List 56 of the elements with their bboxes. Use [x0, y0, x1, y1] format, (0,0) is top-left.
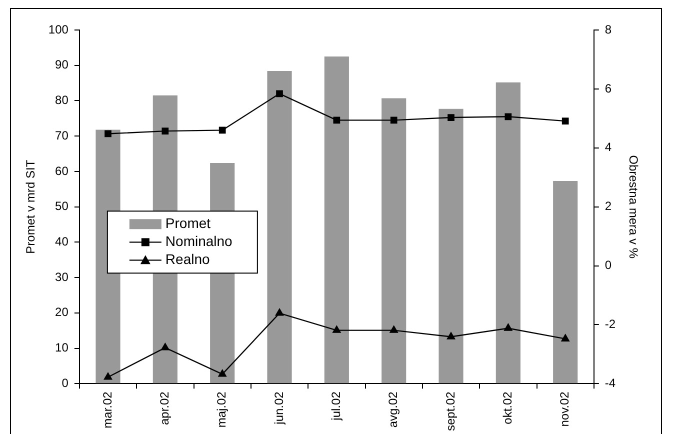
point: [446, 332, 456, 340]
bar: [496, 82, 520, 384]
bar: [267, 71, 292, 384]
point: [448, 114, 454, 121]
point: [161, 343, 170, 350]
y-tick-label: 80: [55, 93, 69, 108]
y2-tick-label: -2: [604, 317, 616, 332]
point: [218, 370, 226, 377]
bar: [438, 108, 464, 384]
y2-tick-label: 6: [604, 81, 612, 96]
point: [504, 113, 512, 120]
x-tick-label: jun.02: [272, 391, 286, 426]
y-tick-label: 60: [55, 164, 69, 178]
x-tick-label: maj.02: [214, 391, 229, 428]
y-tick-label: 40: [55, 234, 69, 248]
y-tick-label: 30: [55, 270, 69, 284]
x-tick-label: jul.02: [328, 391, 343, 422]
x-tick-label: mar.02: [100, 391, 114, 428]
y-tick-label: 0: [62, 376, 69, 390]
legend-label: Promet: [165, 215, 211, 232]
point: [333, 116, 340, 124]
point: [562, 118, 569, 124]
point: [390, 326, 398, 333]
y-tick-label: 90: [55, 58, 69, 72]
x-tick-label: sept.02: [443, 391, 458, 432]
point: [218, 126, 226, 134]
point: [275, 308, 284, 316]
y2-axis-title: Obrestna mera v %: [626, 155, 640, 259]
legend-label: Realno: [165, 251, 210, 268]
y-tick-label: 70: [55, 128, 69, 142]
y2-tick-label: 4: [604, 140, 612, 154]
x-tick-label: avg.02: [386, 391, 400, 428]
point: [504, 324, 512, 331]
y-tick-label: 50: [55, 199, 69, 214]
y-axis-title: Promet v mrd SIT: [24, 159, 38, 254]
x-tick-label: apr.02: [157, 391, 172, 426]
y2-tick-label: 8: [604, 22, 612, 36]
point: [162, 128, 169, 135]
y-tick-label: 100: [48, 22, 69, 36]
y2-tick-label: 0: [604, 258, 612, 272]
point: [276, 90, 283, 98]
point: [390, 116, 398, 124]
y-tick-label: 10: [55, 340, 69, 355]
x-tick-label: nov.02: [558, 391, 572, 427]
point: [561, 334, 570, 342]
y-tick-label: 20: [55, 305, 69, 320]
y2-tick-label: -4: [604, 376, 616, 390]
bar: [553, 181, 578, 384]
y2-tick-label: 2: [604, 199, 612, 214]
point: [104, 130, 112, 138]
legend-label: Nominalno: [165, 233, 233, 250]
point: [104, 372, 112, 380]
point: [332, 326, 341, 333]
bar: [324, 56, 349, 384]
bar: [382, 98, 406, 384]
x-tick-label: okt.02: [500, 391, 514, 424]
